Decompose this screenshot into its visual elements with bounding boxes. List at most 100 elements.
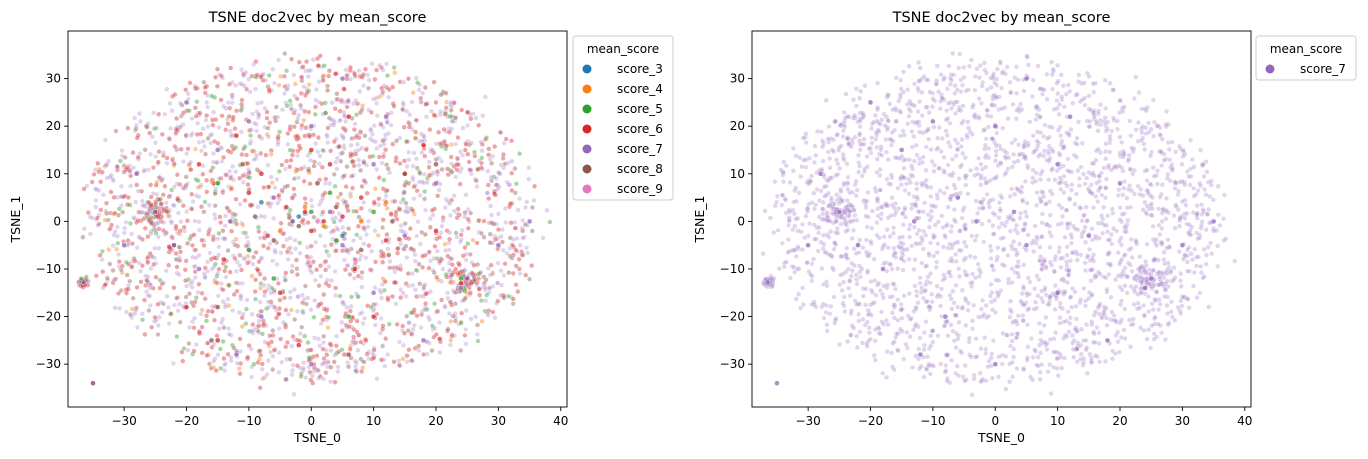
point-score_7-29 <box>371 290 376 295</box>
point-score_7-12 <box>290 219 295 224</box>
point-score_7-25 <box>340 76 345 81</box>
point-score_7-15 <box>1086 233 1091 238</box>
point-score_6-5 <box>265 233 270 238</box>
point-score_7-3 <box>856 243 861 248</box>
point-score_8-8 <box>215 305 220 310</box>
y-tick-label: −10 <box>720 262 745 276</box>
point-score_7-8 <box>228 219 233 224</box>
point-score_7-16 <box>881 267 886 272</box>
point-score_6-3 <box>340 214 345 219</box>
point-score_7-20 <box>818 171 823 176</box>
legend-label-score_3: score_3 <box>617 62 663 76</box>
point-score_7-2 <box>153 209 158 214</box>
x-tick-label: 0 <box>991 414 999 428</box>
point-score_7-16 <box>197 267 202 272</box>
point-score_6-19 <box>278 290 283 295</box>
point-score_7-14 <box>271 195 276 200</box>
point-score_8-11 <box>346 352 351 357</box>
x-axis-label: TSNE_0 <box>977 430 1025 445</box>
y-tick-label: 20 <box>730 119 745 133</box>
point-score_7-11 <box>1012 209 1017 214</box>
x-tick-label: 30 <box>1175 414 1190 428</box>
point-score_5-7 <box>328 190 333 195</box>
y-tick-label: 30 <box>46 72 61 86</box>
x-tick-label: 40 <box>1237 414 1252 428</box>
point-score_7-9 <box>993 124 998 129</box>
point-score_7-5 <box>1143 286 1148 291</box>
point-score_7-19 <box>1068 114 1073 119</box>
y-tick-label: 20 <box>46 119 61 133</box>
point-score_7-12 <box>974 219 979 224</box>
point-score_7-3 <box>172 243 177 248</box>
point-score_7-18 <box>259 314 264 319</box>
legend-marker-score_6 <box>583 125 592 134</box>
point-score_7-18 <box>943 314 948 319</box>
legend: mean_scorescore_3score_4score_5score_6sc… <box>573 36 673 200</box>
point-score_7-1 <box>91 381 96 386</box>
point-score_6-25 <box>184 305 189 310</box>
point-score_3-2 <box>259 200 264 205</box>
point-score_7-23 <box>1105 338 1110 343</box>
point-score_6-14 <box>459 281 464 286</box>
legend-marker-score_3 <box>583 65 592 74</box>
point-score_7-8 <box>912 219 917 224</box>
legend-marker-score_4 <box>583 85 592 94</box>
point-score_6-18 <box>328 162 333 167</box>
point-score_7-19 <box>384 114 389 119</box>
legend-label-score_7: score_7 <box>617 142 663 156</box>
x-tick-label: 0 <box>307 414 315 428</box>
y-tick-label: −30 <box>36 357 61 371</box>
point-score_7-9 <box>309 124 314 129</box>
point-score_9-0 <box>315 219 320 224</box>
point-score_7-23 <box>421 338 426 343</box>
y-tick-label: −10 <box>36 262 61 276</box>
y-tick-label: −20 <box>720 310 745 324</box>
legend-marker-score_7 <box>1266 65 1275 74</box>
x-tick-label: 20 <box>1112 414 1127 428</box>
point-score_7-13 <box>340 243 345 248</box>
point-score_5-10 <box>215 181 220 186</box>
point-score_6-8 <box>384 238 389 243</box>
point-cloud <box>761 51 1237 397</box>
point-score_6-1 <box>321 219 326 224</box>
point-score_7-6 <box>246 119 251 124</box>
point-score_7-24 <box>309 362 314 367</box>
point-score_6-0 <box>303 209 308 214</box>
plot-area <box>76 51 552 396</box>
point-score_7-1 <box>775 381 780 386</box>
point-score_7-27 <box>527 219 532 224</box>
y-tick-label: −30 <box>720 357 745 371</box>
point-score_7-28 <box>234 352 239 357</box>
legend-title: mean_score <box>1270 42 1342 56</box>
point-score_8-1 <box>334 205 339 210</box>
point-score_6-22 <box>346 114 351 119</box>
point-score_6-21 <box>234 133 239 138</box>
point-score_5-4 <box>371 209 376 214</box>
x-tick-label: 40 <box>553 414 568 428</box>
point-score_7-2 <box>837 209 842 214</box>
point-score_7-17 <box>434 181 439 186</box>
y-tick-label: 0 <box>737 214 745 228</box>
point-score_9-2 <box>352 257 357 262</box>
point-score_7-0 <box>81 280 86 285</box>
point-score_6-23 <box>296 343 301 348</box>
x-tick-label: 10 <box>1050 414 1065 428</box>
x-axis-label: TSNE_0 <box>293 430 341 445</box>
point-score_7-27 <box>1211 219 1216 224</box>
point-score_7-21 <box>496 243 501 248</box>
point-score_8-7 <box>240 162 245 167</box>
point-score_3-1 <box>340 233 345 238</box>
point-score_5-3 <box>246 247 251 252</box>
point-score_7-7 <box>899 148 904 153</box>
point-score_7-11 <box>328 209 333 214</box>
point-score_7-26 <box>122 243 127 248</box>
y-axis-label: TSNE_1 <box>692 195 707 243</box>
point-score_7-25 <box>1024 76 1029 81</box>
point-score_8-3 <box>359 247 364 252</box>
legend-marker-score_7 <box>583 145 592 154</box>
legend-label-score_4: score_4 <box>617 82 663 96</box>
